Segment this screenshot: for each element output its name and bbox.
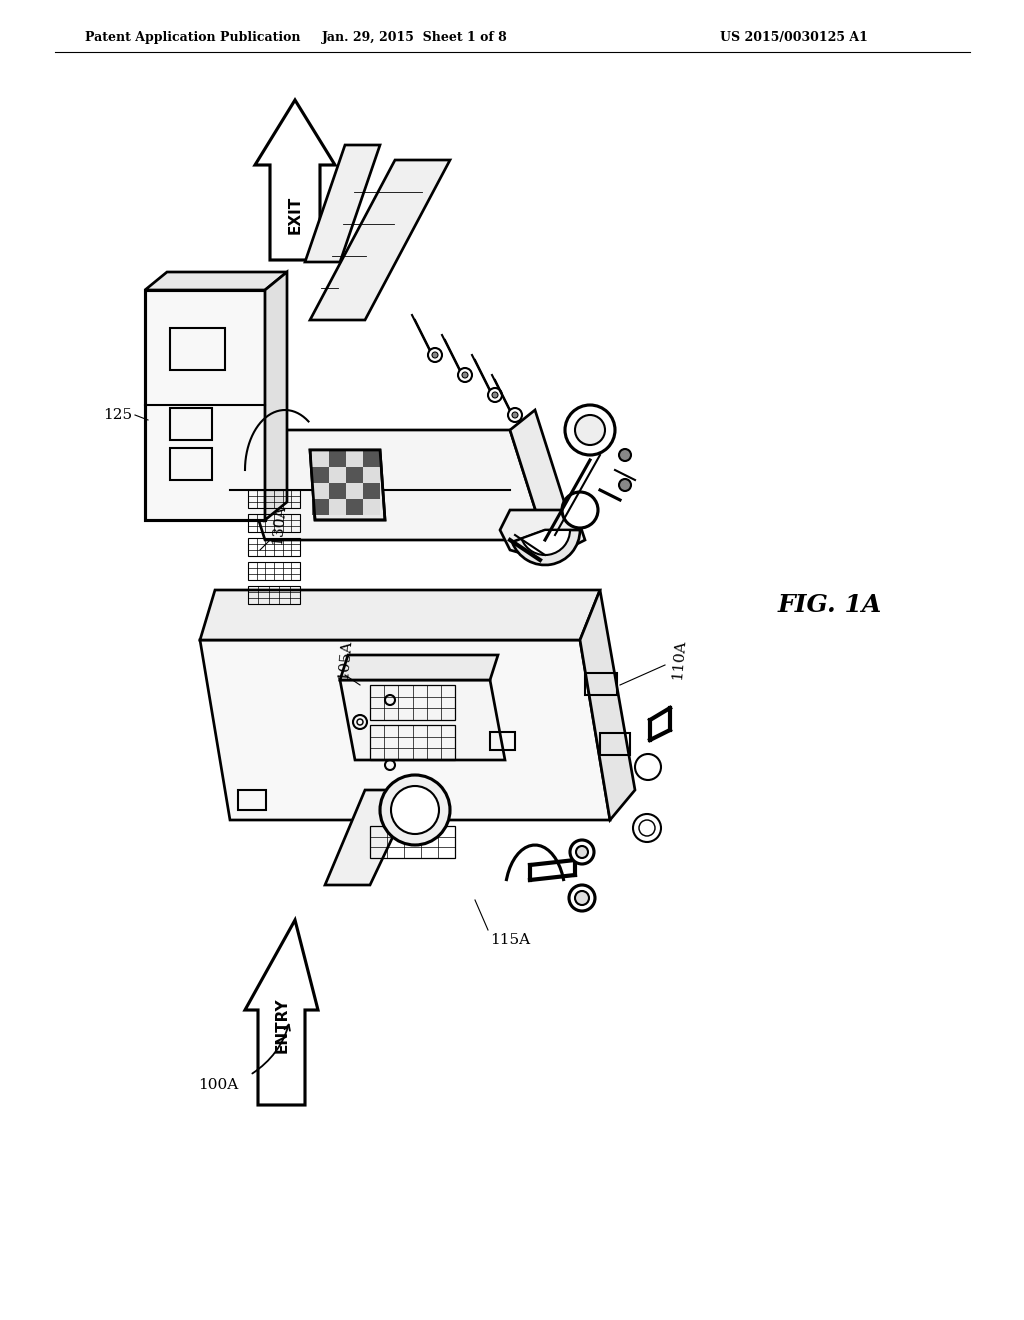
Bar (248, 539, 300, 556)
Bar (329, 499, 346, 515)
Circle shape (488, 388, 502, 403)
Bar (600, 733, 630, 755)
Circle shape (575, 414, 605, 445)
Bar (170, 327, 225, 370)
Polygon shape (305, 145, 380, 261)
Bar (370, 685, 455, 719)
Bar (346, 483, 362, 499)
Bar (312, 499, 329, 515)
Circle shape (575, 891, 589, 906)
Bar (362, 467, 380, 483)
Bar (170, 408, 212, 440)
Text: Patent Application Publication: Patent Application Publication (85, 30, 300, 44)
Text: Jan. 29, 2015  Sheet 1 of 8: Jan. 29, 2015 Sheet 1 of 8 (323, 30, 508, 44)
Wedge shape (521, 531, 570, 554)
Text: 125: 125 (102, 408, 132, 422)
Bar (362, 499, 380, 515)
Bar (170, 447, 212, 480)
Bar (346, 467, 362, 483)
Bar (248, 586, 300, 605)
Bar (585, 673, 617, 696)
Text: EXIT: EXIT (288, 195, 302, 234)
Circle shape (562, 492, 598, 528)
Bar (370, 826, 455, 858)
Polygon shape (145, 272, 287, 290)
Circle shape (380, 775, 450, 845)
Bar (490, 733, 515, 750)
Text: 130A: 130A (270, 504, 288, 545)
Polygon shape (245, 920, 318, 1105)
Circle shape (458, 368, 472, 381)
Polygon shape (310, 450, 385, 520)
Circle shape (391, 785, 439, 834)
Bar (362, 483, 380, 499)
Text: ENTRY: ENTRY (274, 997, 290, 1053)
Circle shape (428, 348, 442, 362)
Circle shape (618, 479, 631, 491)
Circle shape (635, 754, 662, 780)
Circle shape (508, 408, 522, 422)
Circle shape (633, 814, 662, 842)
Circle shape (565, 405, 615, 455)
Bar (238, 789, 266, 810)
Wedge shape (512, 531, 580, 565)
Circle shape (570, 840, 594, 865)
Polygon shape (340, 655, 498, 680)
Text: 105A: 105A (336, 639, 353, 681)
Bar (248, 490, 300, 508)
Circle shape (462, 372, 468, 378)
Bar (145, 290, 265, 520)
Bar (329, 451, 346, 467)
Text: FIG. 1A: FIG. 1A (778, 593, 882, 616)
Polygon shape (510, 411, 570, 540)
Bar (346, 499, 362, 515)
Polygon shape (230, 430, 545, 540)
Bar (312, 451, 329, 467)
Text: US 2015/0030125 A1: US 2015/0030125 A1 (720, 30, 868, 44)
Bar (312, 467, 329, 483)
Circle shape (512, 412, 518, 418)
Bar (362, 451, 380, 467)
Circle shape (569, 884, 595, 911)
Polygon shape (500, 510, 585, 560)
Polygon shape (200, 640, 610, 820)
Circle shape (432, 352, 438, 358)
Polygon shape (580, 590, 635, 820)
Bar (329, 467, 346, 483)
Polygon shape (265, 272, 287, 520)
Text: 110A: 110A (670, 639, 687, 681)
Bar (370, 725, 455, 760)
Polygon shape (310, 160, 450, 319)
Text: 115A: 115A (490, 933, 530, 946)
Bar (346, 451, 362, 467)
Bar (312, 483, 329, 499)
Bar (248, 562, 300, 579)
Circle shape (575, 846, 588, 858)
Bar (248, 513, 300, 532)
Polygon shape (200, 590, 600, 640)
Polygon shape (255, 100, 335, 260)
Circle shape (492, 392, 498, 399)
Polygon shape (325, 789, 415, 884)
Circle shape (618, 449, 631, 461)
Polygon shape (340, 680, 505, 760)
Text: 100A: 100A (198, 1078, 239, 1092)
Bar (329, 483, 346, 499)
